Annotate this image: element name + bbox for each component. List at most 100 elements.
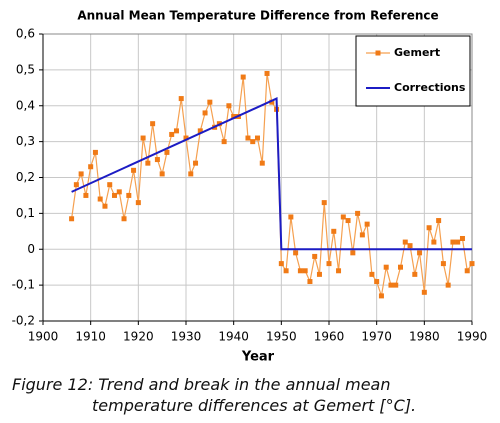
data-point [255, 135, 260, 141]
data-point [417, 250, 423, 256]
y-tick-label: 0,5 [16, 62, 35, 76]
x-tick-label: 1970 [361, 330, 392, 344]
data-point [164, 149, 170, 155]
figure-caption: Figure 12: Trend and break in the annual… [12, 375, 417, 415]
data-point [131, 167, 137, 173]
data-point [140, 135, 146, 141]
data-point [78, 171, 84, 177]
data-point [102, 203, 108, 209]
series-line [71, 73, 473, 297]
data-point [154, 157, 160, 163]
data-point [340, 214, 346, 220]
y-tick-label: 0,6 [16, 27, 35, 41]
data-point [145, 160, 151, 166]
data-point [316, 271, 322, 277]
data-point [297, 268, 303, 274]
data-point [412, 271, 418, 277]
data-point [464, 268, 470, 274]
data-point [369, 271, 375, 277]
series-line [71, 97, 472, 251]
data-point [221, 139, 227, 145]
y-tick-label: -0,2 [12, 314, 35, 328]
data-point [259, 160, 265, 166]
y-tick-label: 0 [27, 242, 35, 256]
data-point [307, 279, 313, 285]
data-point [359, 232, 365, 238]
data-point [293, 250, 299, 256]
data-point [245, 135, 251, 141]
data-point [331, 228, 337, 234]
data-point [202, 110, 208, 116]
x-tick-label: 1910 [75, 330, 106, 344]
data-point [326, 261, 332, 267]
data-point [431, 239, 437, 245]
x-tick-label: 1960 [314, 330, 345, 344]
data-point [302, 268, 308, 274]
y-tick-label: 0,3 [16, 134, 35, 148]
data-point [240, 74, 246, 80]
data-point [159, 171, 165, 177]
data-point [445, 282, 451, 288]
legend-label: Corrections [394, 81, 466, 94]
chart-title: Annual Mean Temperature Difference from … [77, 9, 438, 23]
data-point [197, 128, 203, 134]
x-tick-label: 1940 [218, 330, 249, 344]
x-tick-label: 1950 [266, 330, 297, 344]
x-tick-label: 1920 [123, 330, 154, 344]
x-tick-label: 1990 [457, 330, 488, 344]
x-axis-label: Year [241, 350, 275, 365]
data-point [398, 264, 403, 270]
data-point [116, 189, 122, 195]
data-point [450, 239, 456, 245]
data-point [407, 243, 413, 249]
data-point [383, 264, 389, 270]
y-tick-label: 0,1 [16, 206, 35, 220]
data-point [69, 216, 75, 222]
data-point [469, 261, 475, 267]
data-point [459, 235, 465, 241]
data-point [207, 99, 213, 105]
data-point [345, 218, 351, 224]
data-point [121, 216, 127, 222]
data-point [97, 196, 103, 202]
data-point [112, 192, 117, 198]
x-tick-label: 1900 [28, 330, 59, 344]
data-point [178, 96, 184, 102]
x-tick-label: 1980 [409, 330, 440, 344]
data-point [393, 282, 399, 288]
data-point [283, 268, 289, 274]
data-point [226, 103, 232, 109]
y-tick-label: 0,4 [16, 98, 35, 112]
data-point [336, 268, 342, 274]
data-point [107, 182, 113, 188]
data-point [83, 192, 89, 198]
data-point [378, 293, 384, 299]
data-point [350, 250, 356, 256]
data-point [421, 289, 427, 295]
data-point [188, 171, 194, 177]
data-point [364, 221, 370, 227]
data-point [250, 139, 256, 145]
data-point [402, 239, 408, 245]
data-point [169, 131, 175, 137]
data-point [374, 279, 380, 285]
y-tick-label: -0,1 [12, 278, 35, 292]
data-point [288, 214, 294, 220]
legend-box [355, 35, 471, 107]
data-point [436, 218, 442, 224]
data-point [269, 99, 275, 105]
data-point [173, 128, 179, 134]
data-point [92, 149, 98, 155]
data-point [135, 200, 141, 206]
y-tick-label: 0,2 [16, 170, 35, 184]
data-point [426, 225, 432, 231]
data-point [193, 160, 199, 166]
data-point [264, 70, 270, 76]
data-point [88, 164, 94, 170]
data-point [231, 114, 237, 120]
data-point [440, 261, 446, 267]
data-point [73, 182, 79, 188]
data-point [455, 239, 461, 245]
data-point [150, 121, 156, 127]
